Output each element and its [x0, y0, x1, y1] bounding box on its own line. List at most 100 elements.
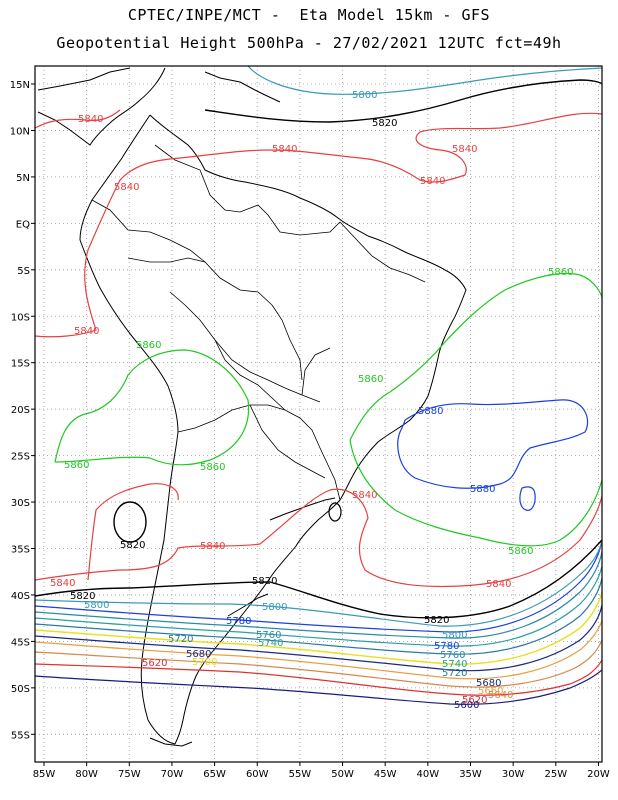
label-5740-mid: 5740: [258, 638, 283, 649]
label-5860-pacific: 5860: [64, 460, 89, 471]
label-5840-nw: 5840: [78, 114, 103, 125]
lat-tick-label: 5S: [17, 266, 30, 277]
lat-tick-label: 30S: [11, 498, 30, 509]
contour-5680: [35, 604, 602, 672]
lat-tick-label: EQ: [16, 219, 30, 230]
lat-tick-label: 15S: [11, 359, 30, 370]
lon-tick-label: 55W: [289, 769, 312, 780]
label-5780-mid: 5780: [226, 616, 251, 627]
lon-tick-label: 30W: [502, 769, 525, 780]
contour-5700: [35, 591, 602, 665]
label-5860-southatl: 5860: [508, 546, 533, 557]
contour-5760: [35, 551, 602, 639]
longitude-axis: 85W 80W 75W 70W 65W 60W 55W 50W 45W 40W 35W 30W 25W 2…: [33, 762, 610, 780]
label-5880-south: 5880: [470, 484, 495, 495]
lon-tick-label: 75W: [118, 769, 141, 780]
coastline: [37, 67, 467, 747]
label-5860-argentina: 5860: [200, 462, 225, 473]
label-5680-east: 5680: [476, 678, 501, 689]
contour-5880-cell: [519, 486, 536, 511]
contour-5820-south: [35, 539, 602, 619]
label-5820-low: 5820: [120, 540, 145, 551]
lon-tick-label: 45W: [374, 769, 397, 780]
lat-tick-label: 45S: [11, 637, 30, 648]
label-5820-west: 5820: [70, 591, 95, 602]
map-frame: [34, 65, 603, 763]
lat-tick-label: 40S: [11, 591, 30, 602]
latitude-axis: 15N 10N 5N EQ 5S 10S 15S 20S 25S 30S 35S 40S 45S 50S 5…: [10, 80, 35, 741]
lon-tick-label: 85W: [33, 769, 56, 780]
lon-tick-label: 25W: [544, 769, 567, 780]
label-5720-east: 5720: [442, 668, 467, 679]
contour-labels: 5800 5820 5840 5840 5840 5840 5840 5840 …: [50, 90, 573, 711]
label-5840-atlantic1: 5840: [452, 144, 477, 155]
lat-tick-label: 50S: [11, 684, 30, 695]
label-5800-west: 5800: [84, 600, 109, 611]
lat-tick-label: 10S: [11, 312, 30, 323]
contour-5880-main: [397, 399, 589, 489]
label-5840-chile: 5840: [200, 541, 225, 552]
contour-5840-west: [87, 483, 179, 581]
label-5860-bolivia: 5860: [136, 340, 161, 351]
label-5600-east: 5600: [454, 700, 479, 711]
label-5620-east: 5620: [462, 695, 487, 706]
label-5680-west: 5680: [186, 649, 211, 660]
lon-tick-label: 35W: [459, 769, 482, 780]
label-5740-east: 5740: [442, 659, 467, 670]
contour-5820-coast-cell: [328, 502, 342, 522]
lat-tick-label: 55S: [11, 730, 30, 741]
country-borders: [91, 144, 426, 501]
label-5700-west: 5700: [192, 657, 217, 668]
label-5640-east: 5640: [488, 690, 513, 701]
label-5840-west: 5840: [50, 578, 75, 589]
lat-tick-label: 25S: [11, 452, 30, 463]
label-5840-uruguay: 5840: [352, 490, 377, 501]
label-5840-andes: 5840: [114, 182, 139, 193]
lat-tick-label: 5N: [16, 173, 30, 184]
contour-5820-low-cell: [113, 501, 147, 543]
contour-5780: [35, 539, 602, 633]
lon-tick-label: 60W: [246, 769, 269, 780]
contour-5740: [35, 565, 602, 647]
label-5860-northeast: 5860: [548, 267, 573, 278]
label-5840-pacific: 5840: [74, 326, 99, 337]
contour-5640: [35, 639, 602, 688]
label-5820-north: 5820: [372, 118, 397, 129]
label-5840-atlantic2: 5840: [420, 176, 445, 187]
contour-5800-north: [247, 66, 602, 95]
label-5720-west: 5720: [168, 634, 193, 645]
contour-5860-east: [349, 272, 602, 441]
label-5840-north: 5840: [272, 144, 297, 155]
lon-tick-label: 80W: [75, 769, 98, 780]
lon-tick-label: 50W: [331, 769, 354, 780]
lat-tick-label: 10N: [10, 126, 30, 137]
contour-5860-main: [54, 349, 250, 466]
label-5800-north: 5800: [352, 90, 377, 101]
label-5880-atlantic: 5880: [418, 406, 443, 417]
label-5800-east: 5800: [442, 630, 467, 641]
lat-tick-label: 35S: [11, 545, 30, 556]
contour-5660: [35, 619, 602, 680]
label-5760-east: 5760: [440, 650, 465, 661]
label-5820-east: 5820: [424, 615, 449, 626]
label-5660-east: 5660: [478, 686, 503, 697]
lon-tick-label: 20W: [587, 769, 610, 780]
contour-5840-nw: [35, 109, 121, 129]
map-title-line1: CPTEC/INPE/MCT - Eta Model 15km - GFS: [127, 6, 491, 24]
label-5780-east: 5780: [434, 641, 459, 652]
label-5760-mid: 5760: [256, 630, 281, 641]
map-title-line2: Geopotential Height 500hPa - 27/02/2021 …: [56, 34, 562, 52]
lat-tick-label: 15N: [10, 80, 30, 91]
contour-5840-south: [35, 488, 602, 588]
label-5620-west: 5620: [142, 658, 167, 669]
label-5800-mid: 5800: [262, 602, 287, 613]
label-5840-east: 5840: [486, 579, 511, 590]
contour-5620: [35, 659, 602, 696]
lon-tick-label: 40W: [417, 769, 440, 780]
lon-tick-label: 65W: [203, 769, 226, 780]
contour-5720: [35, 577, 602, 655]
contour-5860-ocean: [349, 439, 602, 547]
contour-5840-pacific: [35, 112, 602, 338]
contour-5820-north: [204, 79, 602, 123]
